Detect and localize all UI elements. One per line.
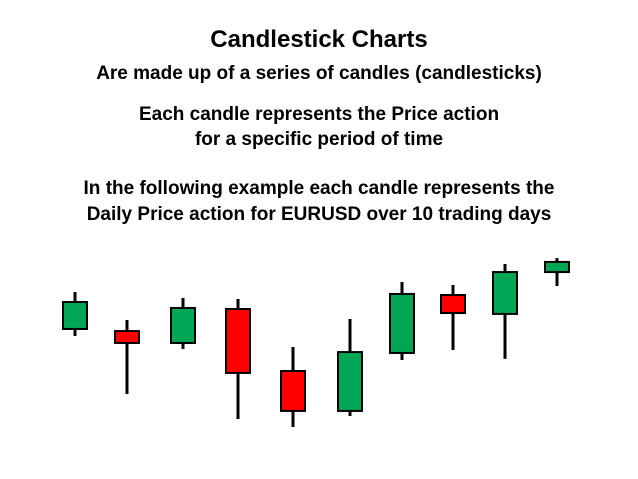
candle-day-8 — [440, 285, 466, 350]
page-title: Candlestick Charts — [210, 26, 428, 53]
candle-day-2 — [114, 320, 140, 394]
candle-body — [492, 271, 518, 315]
candle-body — [544, 260, 570, 274]
subtitle: Are made up of a series of candles (cand… — [96, 63, 542, 84]
candle-day-4 — [225, 299, 251, 419]
candle-body — [389, 292, 415, 354]
candle-day-6 — [337, 318, 363, 416]
candle-day-7 — [389, 282, 415, 360]
candle-day-1 — [62, 292, 88, 336]
candle-day-3 — [170, 297, 196, 349]
candle-day-5 — [280, 347, 306, 428]
example-line-1: In the following example each candle rep… — [83, 178, 555, 199]
candle-body — [62, 301, 88, 330]
candle-body — [440, 294, 466, 315]
candle-body — [280, 369, 306, 412]
example-line-2: Daily Price action for EURUSD over 10 tr… — [86, 204, 552, 225]
description-line-2: for a specific period of time — [194, 129, 444, 150]
candle-body — [114, 330, 140, 344]
description-line-1: Each candle represents the Price action — [138, 104, 500, 125]
candle-day-10 — [544, 258, 570, 287]
candle-body — [337, 351, 363, 412]
candle-day-9 — [492, 264, 518, 359]
candle-body — [170, 306, 196, 344]
candle-body — [225, 308, 251, 374]
